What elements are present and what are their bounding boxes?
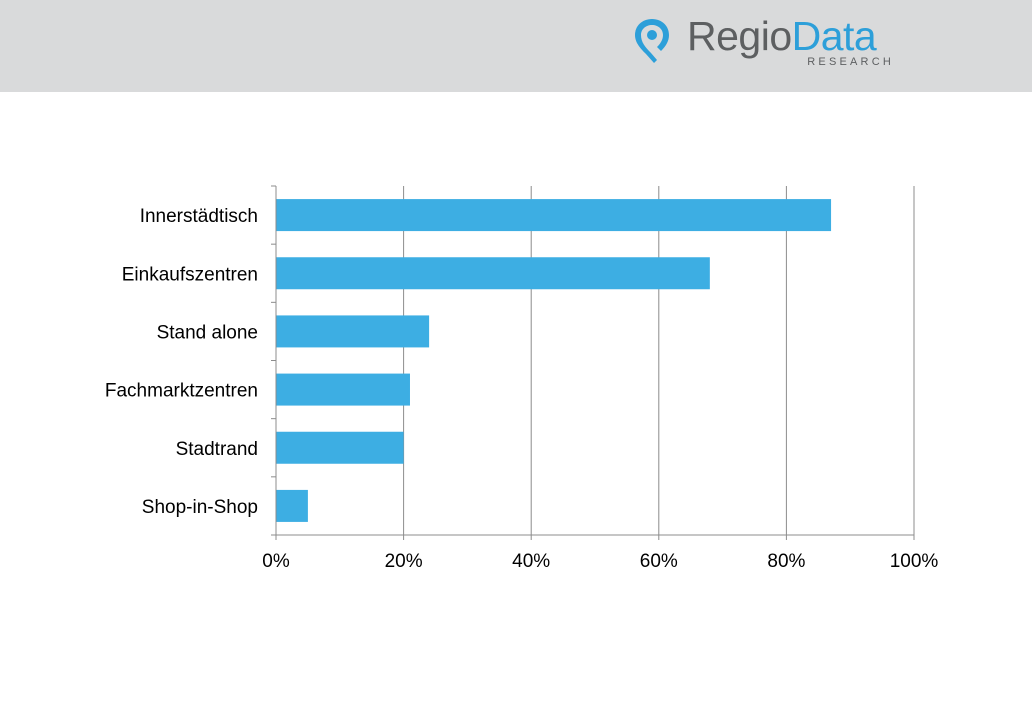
chart-axes bbox=[271, 185, 915, 540]
logo-wordmark: RegioData bbox=[687, 12, 877, 60]
chart-tick-labels: 0% 20% 40% 60% 80% 100% bbox=[262, 551, 938, 572]
bar bbox=[276, 431, 404, 464]
header-bar: RegioData RESEARCH bbox=[0, 0, 1032, 92]
regiodata-logo: RegioData RESEARCH bbox=[632, 12, 902, 74]
category-label: Shop-in-Shop bbox=[142, 497, 258, 518]
bar bbox=[276, 315, 430, 348]
logo-subtitle: RESEARCH bbox=[807, 56, 894, 68]
category-label: Stadtrand bbox=[176, 439, 258, 460]
bar bbox=[276, 199, 832, 232]
chart-category-labels: Innerstädtisch Einkaufszentren Stand alone… bbox=[105, 206, 258, 518]
bar bbox=[276, 257, 710, 290]
x-tick-label: 60% bbox=[640, 551, 678, 572]
x-tick-label: 0% bbox=[262, 551, 290, 572]
x-tick-label: 100% bbox=[890, 551, 939, 572]
category-label: Innerstädtisch bbox=[140, 206, 258, 227]
bar bbox=[276, 373, 410, 406]
bar bbox=[276, 489, 308, 522]
x-tick-label: 40% bbox=[512, 551, 550, 572]
category-label: Einkaufszentren bbox=[122, 264, 258, 285]
chart-gridlines bbox=[403, 186, 915, 535]
logo-word-data: Data bbox=[791, 13, 877, 59]
logo-word-regio: Regio bbox=[687, 13, 792, 59]
category-label: Fachmarktzentren bbox=[105, 381, 258, 402]
category-label: Stand alone bbox=[157, 322, 258, 343]
x-tick-label: 80% bbox=[767, 551, 805, 572]
chart-bars bbox=[276, 199, 832, 522]
location-pin-icon bbox=[635, 19, 669, 63]
x-tick-label: 20% bbox=[385, 551, 423, 572]
